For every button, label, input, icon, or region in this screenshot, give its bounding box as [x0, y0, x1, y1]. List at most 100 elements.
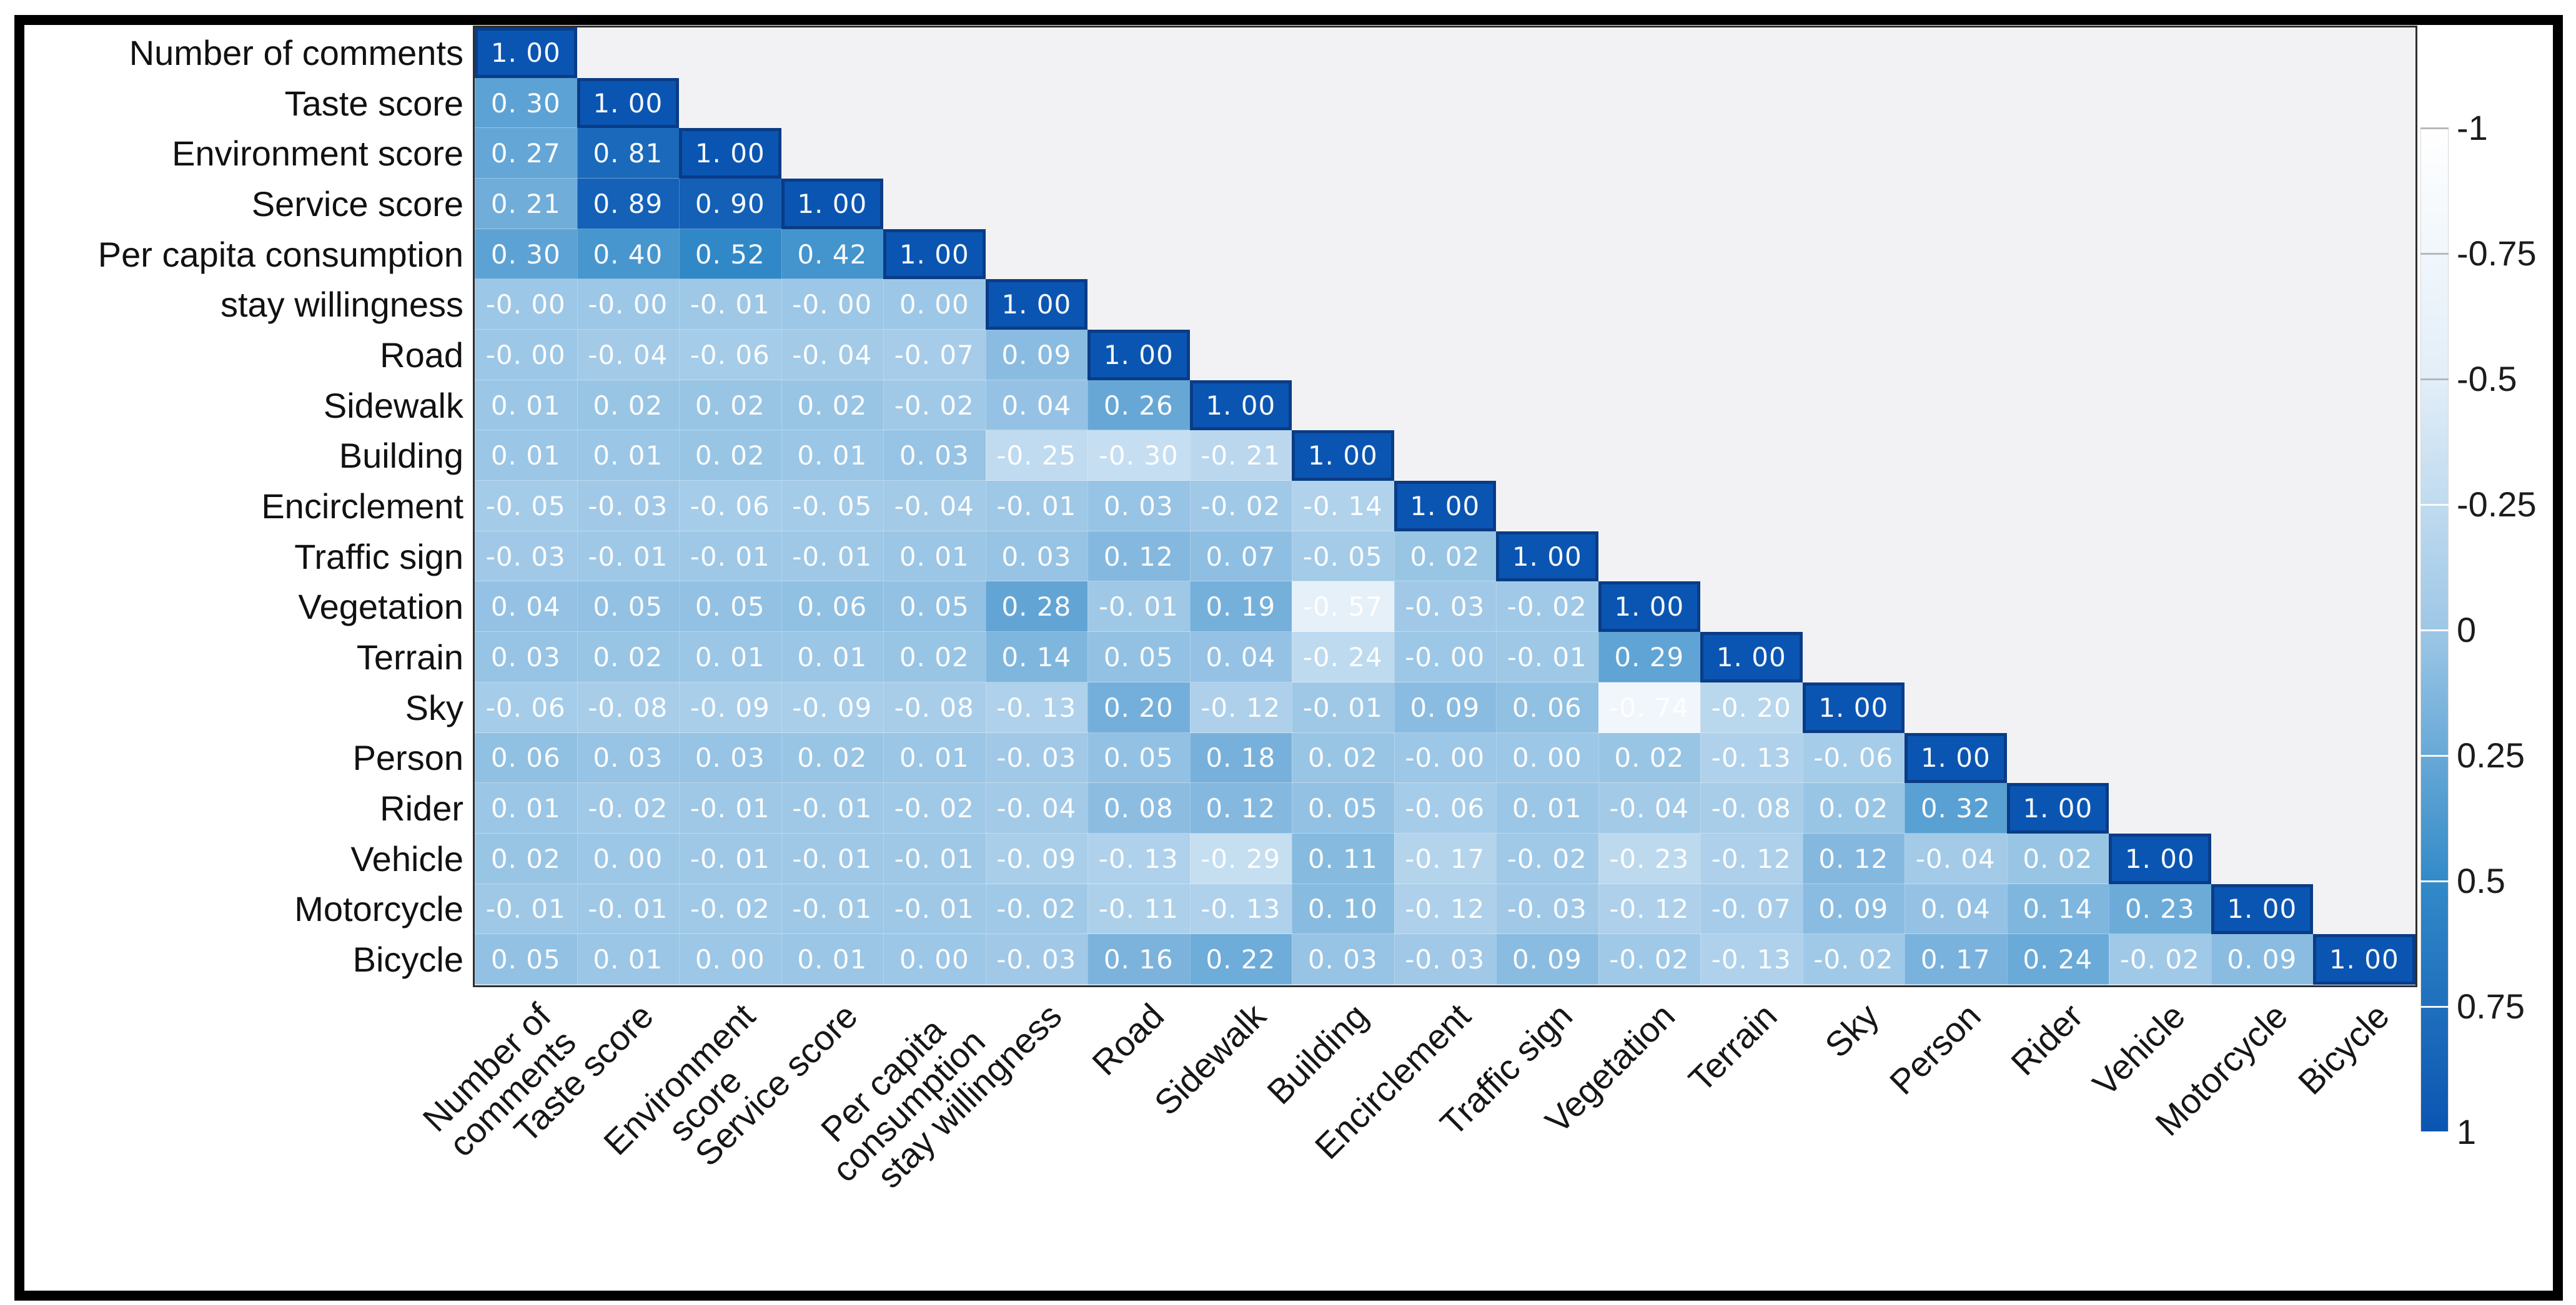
heatmap-cell: -0. 07: [1700, 884, 1803, 935]
heatmap-cell: -0. 03: [577, 481, 679, 531]
cell-value: 0. 01: [797, 440, 868, 471]
heatmap-cell: -0. 08: [577, 682, 679, 733]
cell-value: -0. 04: [1915, 843, 1996, 874]
y-axis-label: Environment score: [172, 134, 463, 174]
heatmap-cell: 0. 02: [2006, 833, 2109, 884]
cell-value: -0. 01: [894, 843, 974, 874]
cell-value: -0. 05: [792, 490, 873, 521]
heatmap-cell: 0. 05: [1087, 732, 1190, 784]
heatmap-cell: -0. 01: [679, 279, 781, 330]
heatmap-cell: 1. 00: [577, 77, 679, 129]
colorbar-tick-line: [2420, 252, 2449, 255]
heatmap-cell: 1. 00: [679, 128, 781, 179]
heatmap-cell: 0. 00: [577, 833, 679, 884]
cell-value: 0. 02: [899, 641, 969, 672]
colorbar-tick-label: 0.5: [2457, 861, 2505, 900]
heatmap-cell: 0. 03: [985, 531, 1087, 582]
cell-value: 0. 19: [1206, 591, 1276, 623]
cell-value: 0. 00: [1512, 742, 1582, 774]
heatmap-cell: -0. 01: [781, 531, 883, 582]
cell-value: -0. 02: [690, 894, 770, 925]
colorbar-tick-line: [2420, 1131, 2449, 1133]
heatmap-cell: 0. 16: [1087, 934, 1190, 985]
cell-value: 0. 03: [695, 742, 765, 774]
y-axis-label: Vehicle: [350, 839, 463, 879]
heatmap-cell: 0. 06: [781, 581, 883, 633]
cell-value: -0. 01: [894, 894, 974, 925]
cell-value: -0. 13: [1098, 843, 1179, 874]
heatmap-cell: 0. 05: [679, 581, 781, 633]
heatmap-cell: 0. 02: [1598, 732, 1700, 784]
cell-value: 0. 00: [695, 944, 765, 975]
cell-value: 1. 00: [2124, 843, 2195, 874]
heatmap-cell: 0. 06: [475, 732, 577, 784]
heatmap-cell: -0. 20: [1700, 682, 1803, 733]
heatmap-cell: 0. 03: [1292, 934, 1394, 985]
cell-value: -0. 03: [996, 944, 1077, 975]
heatmap-cell: -0. 08: [883, 682, 986, 733]
heatmap-cell: -0. 12: [1189, 682, 1292, 733]
heatmap-cell: 0. 23: [2109, 884, 2211, 935]
colorbar-tick-label: -0.25: [2457, 485, 2537, 524]
cell-value: -0. 07: [894, 339, 974, 370]
x-axis-label: Person: [1882, 995, 1989, 1102]
heatmap-cell: 0. 02: [475, 833, 577, 884]
cell-value: -0. 05: [485, 490, 566, 521]
heatmap-cell: -0. 00: [475, 279, 577, 330]
heatmap-cell: -0. 07: [883, 330, 986, 380]
cell-value: -0. 01: [792, 793, 873, 824]
heatmap-cell: 0. 10: [1292, 884, 1394, 935]
heatmap-cell: 0. 12: [1189, 783, 1292, 834]
heatmap-cell: -0. 74: [1598, 682, 1700, 733]
heatmap-cell: -0. 17: [1394, 833, 1496, 884]
cell-value: 1. 00: [1206, 390, 1276, 421]
heatmap-cell: -0. 30: [1087, 430, 1190, 481]
heatmap-cell: 0. 02: [577, 632, 679, 682]
cell-value: 0. 01: [899, 541, 969, 572]
cell-value: 0. 12: [1206, 793, 1276, 824]
heatmap-cell: -0. 13: [1700, 732, 1803, 784]
heatmap-cell: -0. 06: [679, 481, 781, 531]
heatmap-cell: 0. 01: [883, 732, 986, 784]
cell-value: 0. 89: [593, 188, 663, 219]
heatmap-cell: 0. 09: [2211, 934, 2313, 985]
heatmap-cell: -0. 12: [1394, 884, 1496, 935]
heatmap-cell: 0. 12: [1087, 531, 1190, 582]
heatmap-cell: 0. 27: [475, 128, 577, 179]
cell-value: -0. 02: [894, 793, 974, 824]
y-axis-label: Building: [339, 436, 463, 476]
cell-value: 0. 02: [1818, 793, 1889, 824]
cell-value: 0. 00: [899, 289, 969, 320]
y-axis-label: Motorcycle: [294, 889, 463, 929]
cell-value: 1. 00: [1512, 541, 1582, 572]
cell-value: -0. 20: [1711, 692, 1791, 723]
heatmap-cell: -0. 02: [883, 783, 986, 834]
heatmap-cell: 0. 09: [1496, 934, 1598, 985]
cell-value: 0. 27: [490, 138, 561, 169]
cell-value: -0. 01: [1302, 692, 1383, 723]
heatmap-cell: 0. 04: [985, 380, 1087, 431]
heatmap-cell: 0. 05: [1087, 632, 1190, 682]
heatmap-cell: -0. 01: [883, 833, 986, 884]
cell-value: 0. 02: [797, 742, 868, 774]
heatmap-cell: -0. 01: [781, 833, 883, 884]
heatmap-cell: 0. 14: [985, 632, 1087, 682]
heatmap-cell: -0. 02: [985, 884, 1087, 935]
heatmap-cell: -0. 03: [985, 934, 1087, 985]
colorbar-tick-label: 0.25: [2457, 736, 2525, 775]
heatmap-cell: 0. 00: [1496, 732, 1598, 784]
cell-value: -0. 02: [1507, 843, 1587, 874]
cell-value: 0. 14: [2023, 894, 2093, 925]
cell-value: -0. 01: [690, 793, 770, 824]
heatmap-cell: -0. 03: [985, 732, 1087, 784]
cell-value: 0. 17: [1920, 944, 1991, 975]
cell-value: -0. 17: [1405, 843, 1485, 874]
cell-value: 0. 02: [695, 440, 765, 471]
cell-value: 0. 81: [593, 138, 663, 169]
cell-value: 0. 05: [899, 591, 969, 623]
cell-value: -0. 07: [1711, 894, 1791, 925]
cell-value: 0. 09: [1001, 339, 1072, 370]
heatmap-cell: 0. 02: [1292, 732, 1394, 784]
heatmap-cell: 0. 06: [1496, 682, 1598, 733]
heatmap-cell: 0. 09: [1394, 682, 1496, 733]
